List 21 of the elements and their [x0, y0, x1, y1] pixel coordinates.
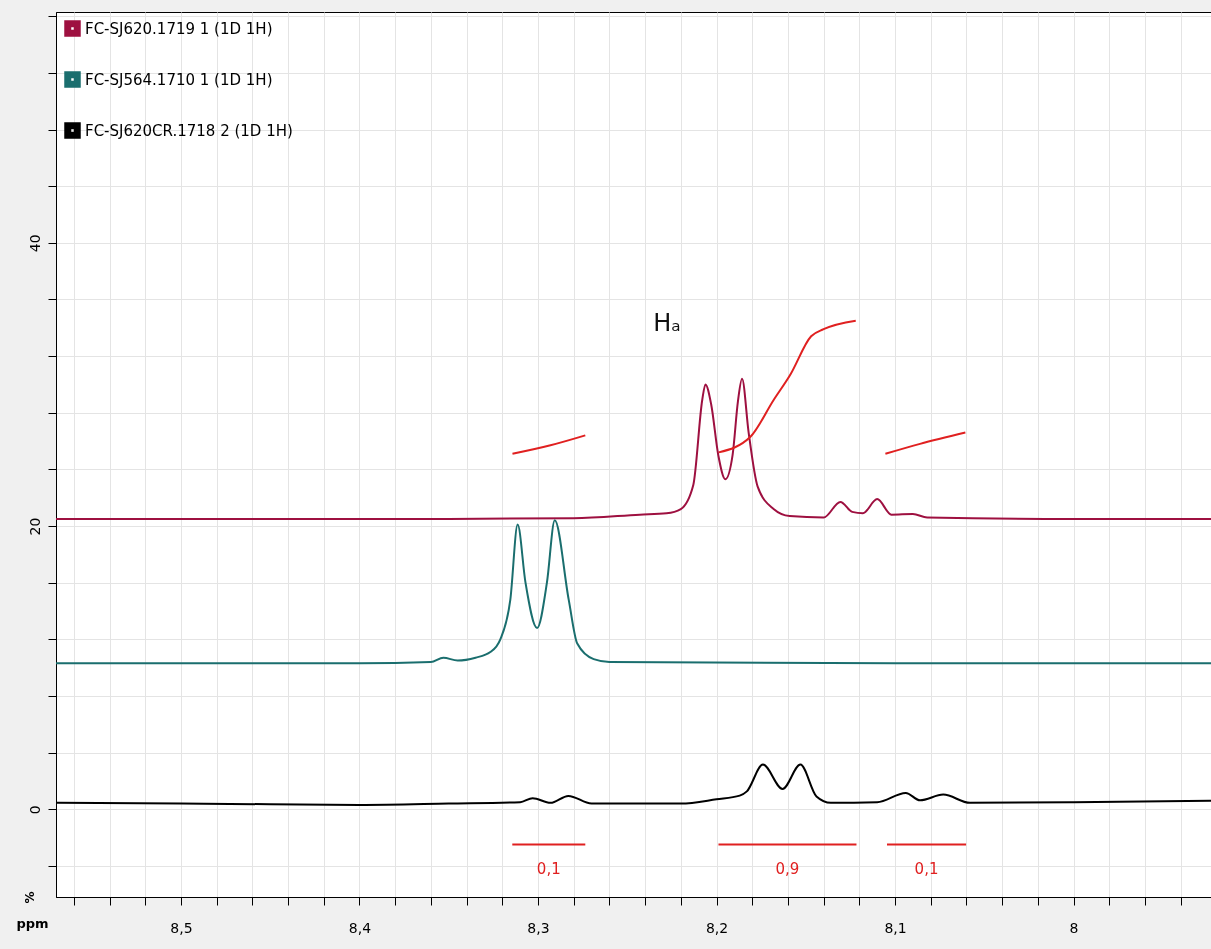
legend-label: FC-SJ564.1710 1 (1D 1H) — [85, 70, 273, 89]
x-tick-label: 8 — [1069, 919, 1079, 936]
line-series — [55, 377, 1211, 520]
x-tick-label: 8,2 — [705, 919, 729, 936]
y-tick-label: 20 — [26, 517, 43, 536]
legend-label: FC-SJ620.1719 1 (1D 1H) — [85, 19, 273, 38]
line-series — [717, 319, 857, 454]
y-tick-label: 0 — [26, 805, 43, 815]
x-tick-label: 8,1 — [884, 919, 907, 936]
annotation: 0,1 — [536, 859, 561, 878]
x-tick-label: 8,3 — [527, 919, 550, 936]
y-tick-label: 40 — [26, 234, 43, 253]
y-axis-title: % — [22, 891, 37, 904]
x-tick-label: 8,5 — [170, 919, 193, 936]
line-series — [55, 519, 1211, 665]
annotation: 0,9 — [775, 859, 800, 878]
annotation: 0,1 — [914, 859, 939, 878]
legend-label: FC-SJ620CR.1718 2 (1D 1H) — [85, 121, 293, 140]
x-tick-label: 8,4 — [348, 919, 372, 936]
annotation: Hₐ — [653, 308, 681, 337]
x-axis-title: ppm — [16, 915, 49, 931]
